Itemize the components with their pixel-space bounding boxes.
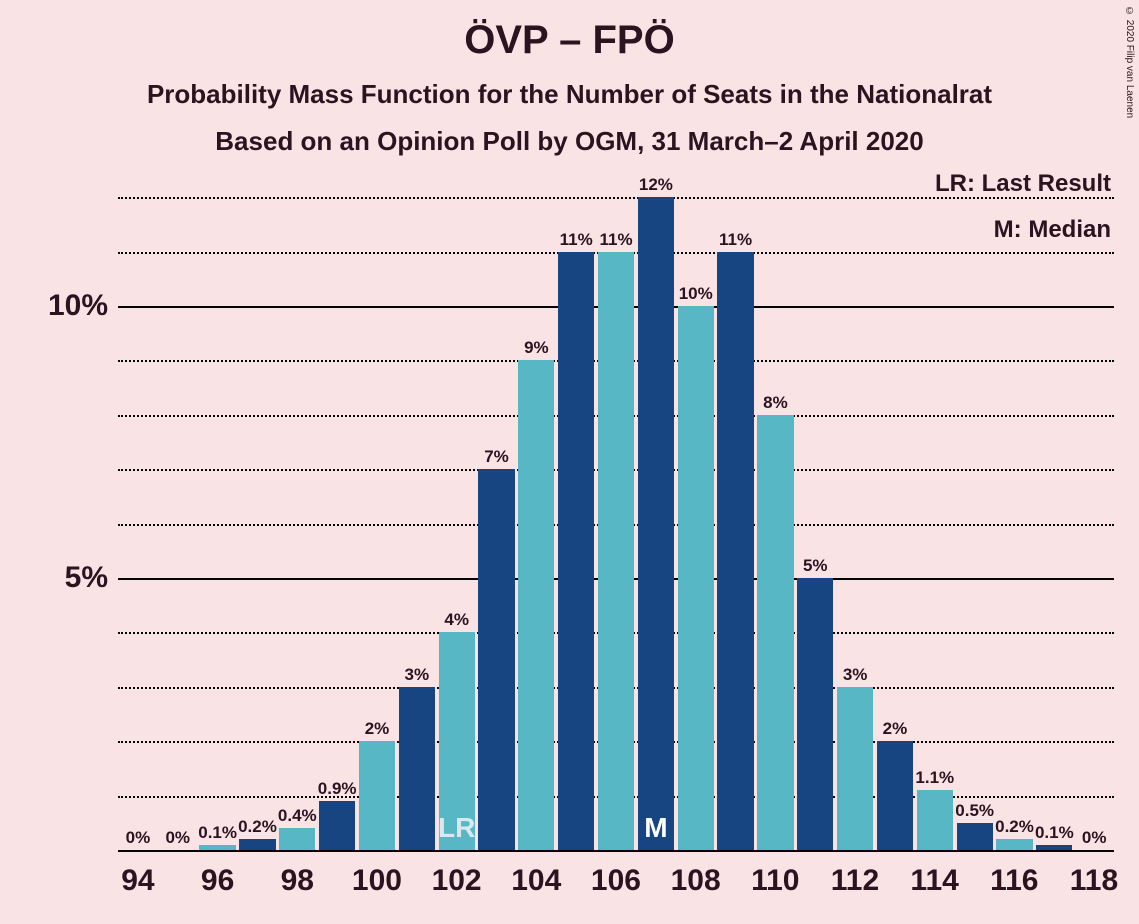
- x-tick-label: 104: [496, 864, 576, 898]
- y-tick-label: 10%: [48, 289, 118, 323]
- bar: 10%: [678, 306, 714, 850]
- y-tick-label: 5%: [65, 561, 118, 595]
- x-tick-label: 116: [974, 864, 1054, 898]
- chart-root: ÖVP – FPÖ Probability Mass Function for …: [0, 0, 1139, 924]
- bar-value-label: 9%: [524, 338, 549, 360]
- x-tick-label: 98: [257, 864, 337, 898]
- bar: 1.1%: [917, 790, 953, 850]
- bar-value-label: 7%: [484, 447, 509, 469]
- bar-value-label: 2%: [365, 719, 390, 741]
- bar-slot: 0.2%: [238, 839, 278, 850]
- bar-value-label: 0%: [126, 828, 151, 850]
- bar: 0.2%: [239, 839, 275, 850]
- x-tick-label: 112: [815, 864, 895, 898]
- bar: 3%: [399, 687, 435, 850]
- bar-marker: M: [644, 812, 667, 844]
- bar-slot: 0.4%: [277, 828, 317, 850]
- bar: 8%: [757, 415, 793, 850]
- bar-value-label: 0.1%: [1035, 823, 1074, 845]
- bar-value-label: 0%: [1082, 828, 1107, 850]
- bar-slot: 1.1%: [915, 790, 955, 850]
- bar-slot: 11%: [716, 252, 756, 850]
- bar-value-label: 10%: [679, 284, 713, 306]
- bar-slot: 5%: [795, 578, 835, 850]
- x-tick-label: 108: [656, 864, 736, 898]
- x-tick-label: 94: [98, 864, 178, 898]
- bar: 4%LR: [439, 632, 475, 850]
- chart-subtitle-1: Probability Mass Function for the Number…: [0, 79, 1139, 110]
- bar-slot: 3%: [835, 687, 875, 850]
- bar: 0.5%: [957, 823, 993, 850]
- bar: 11%: [558, 252, 594, 850]
- x-tick-label: 102: [417, 864, 497, 898]
- bar-value-label: 3%: [405, 665, 430, 687]
- bar-slot: 11%: [556, 252, 596, 850]
- bar-value-label: 5%: [803, 556, 828, 578]
- bar-value-label: 0.2%: [238, 817, 277, 839]
- bar-value-label: 11%: [719, 230, 752, 252]
- bar: 9%: [518, 360, 554, 850]
- bar: 2%: [359, 741, 395, 850]
- bars-container: 0%0%0.1%0.2%0.4%0.9%2%3%4%LR7%9%11%11%12…: [118, 170, 1114, 850]
- bar: 2%: [877, 741, 913, 850]
- bar-value-label: 12%: [639, 175, 673, 197]
- bar-slot: 7%: [477, 469, 517, 850]
- bar-slot: 0.2%: [995, 839, 1035, 850]
- bar: 0.9%: [319, 801, 355, 850]
- x-tick-label: 96: [178, 864, 258, 898]
- bar-slot: 2%: [875, 741, 915, 850]
- bar-value-label: 0%: [165, 828, 190, 850]
- bar-value-label: 3%: [843, 665, 868, 687]
- x-axis-line: [118, 850, 1114, 852]
- bar-value-label: 4%: [444, 610, 469, 632]
- bar-slot: 3%: [397, 687, 437, 850]
- bar: 11%: [598, 252, 634, 850]
- bar-slot: 4%LR: [437, 632, 477, 850]
- x-tick-label: 110: [735, 864, 815, 898]
- bar-value-label: 8%: [763, 393, 788, 415]
- bar-value-label: 0.9%: [318, 779, 357, 801]
- bar: 3%: [837, 687, 873, 850]
- x-tick-label: 106: [576, 864, 656, 898]
- bar: 5%: [797, 578, 833, 850]
- bar-slot: 8%: [756, 415, 796, 850]
- bar-value-label: 1.1%: [915, 768, 954, 790]
- bar-slot: 12%M: [636, 197, 676, 850]
- bar-slot: 10%: [676, 306, 716, 850]
- bar-value-label: 0.4%: [278, 806, 317, 828]
- bar-value-label: 2%: [883, 719, 908, 741]
- bar: 11%: [717, 252, 753, 850]
- bar-value-label: 0.5%: [955, 801, 994, 823]
- bar-slot: 0.5%: [955, 823, 995, 850]
- bar-value-label: 11%: [560, 230, 593, 252]
- x-tick-label: 100: [337, 864, 417, 898]
- bar-slot: 0.9%: [317, 801, 357, 850]
- x-tick-label: 118: [1054, 864, 1134, 898]
- x-axis-ticks: 949698100102104106108110112114116118: [98, 864, 1134, 898]
- titles-block: ÖVP – FPÖ Probability Mass Function for …: [0, 0, 1139, 157]
- bar-marker: LR: [438, 812, 475, 844]
- x-tick-label: 114: [895, 864, 975, 898]
- bar: 0.4%: [279, 828, 315, 850]
- copyright-text: © 2020 Filip van Laenen: [1124, 6, 1135, 118]
- bar: 7%: [478, 469, 514, 850]
- bar-slot: 2%: [357, 741, 397, 850]
- bar-value-label: 0.1%: [198, 823, 237, 845]
- plot-area: 0%0%0.1%0.2%0.4%0.9%2%3%4%LR7%9%11%11%12…: [118, 170, 1114, 850]
- bar-slot: 9%: [516, 360, 556, 850]
- bar-slot: 11%: [596, 252, 636, 850]
- bar-value-label: 0.2%: [995, 817, 1034, 839]
- chart-title: ÖVP – FPÖ: [0, 18, 1139, 63]
- chart-subtitle-2: Based on an Opinion Poll by OGM, 31 Marc…: [0, 126, 1139, 157]
- bar: 0.2%: [996, 839, 1032, 850]
- bar: 12%M: [638, 197, 674, 850]
- bar-value-label: 11%: [600, 230, 633, 252]
